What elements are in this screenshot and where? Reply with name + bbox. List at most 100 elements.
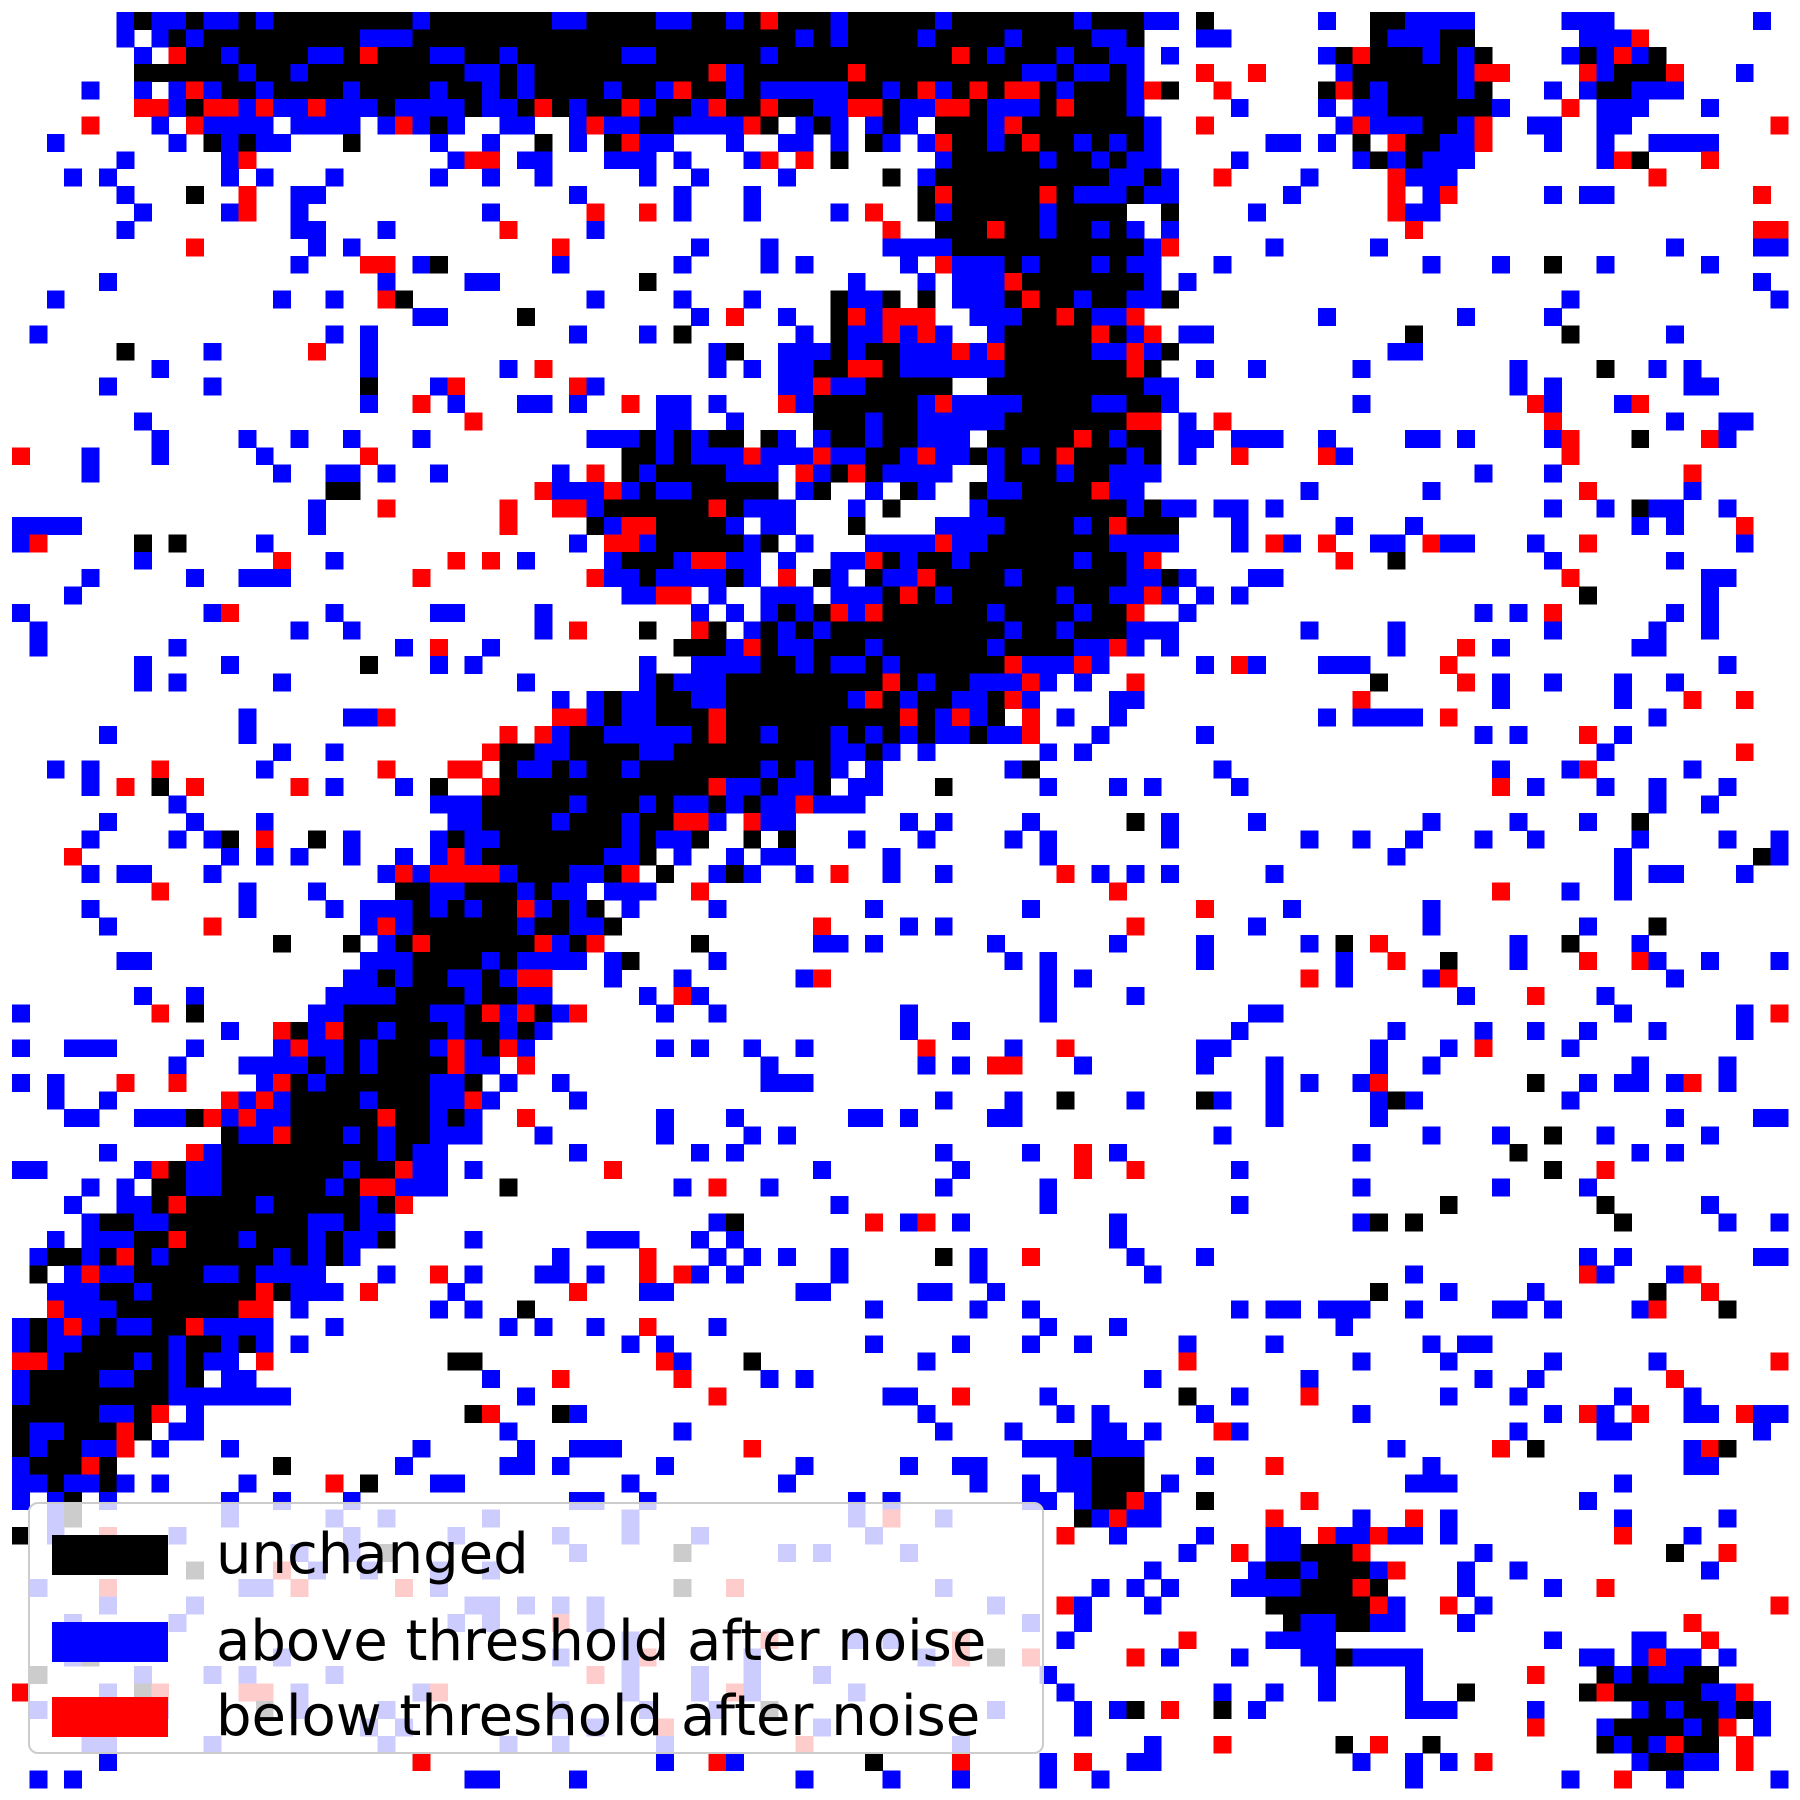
- heatmap-cell-above: [586, 377, 605, 396]
- heatmap-cell-above: [1161, 812, 1180, 831]
- heatmap-cell-below: [29, 534, 48, 553]
- heatmap-cell-unchanged: [499, 760, 518, 779]
- heatmap-cell-unchanged: [830, 429, 849, 448]
- heatmap-cell-above: [186, 1178, 205, 1197]
- heatmap-cell-above: [1143, 1561, 1162, 1580]
- heatmap-cell-unchanged: [516, 29, 535, 48]
- heatmap-cell-below: [638, 516, 657, 535]
- heatmap-cell-above: [830, 447, 849, 466]
- heatmap-cell-above: [342, 987, 361, 1005]
- heatmap-cell-above: [273, 1265, 292, 1284]
- heatmap-cell-above: [1544, 133, 1563, 152]
- heatmap-cell-below: [1526, 395, 1545, 413]
- heatmap-cell-unchanged: [952, 151, 971, 170]
- heatmap-cell-above: [569, 760, 588, 779]
- heatmap-cell-above: [1387, 29, 1406, 48]
- heatmap-cell-unchanged: [1074, 1509, 1093, 1528]
- heatmap-cell-above: [1091, 342, 1110, 361]
- heatmap-cell-above: [273, 133, 292, 152]
- heatmap-cell-above: [1613, 1387, 1632, 1406]
- heatmap-cell-unchanged: [900, 64, 918, 83]
- heatmap-cell-below: [12, 1683, 30, 1702]
- heatmap-cell-unchanged: [673, 691, 692, 709]
- heatmap-cell-unchanged: [1074, 586, 1093, 605]
- heatmap-cell-above: [464, 812, 483, 831]
- heatmap-cell-above: [29, 1248, 48, 1267]
- heatmap-cell-below: [1021, 133, 1040, 152]
- heatmap-cell-below: [743, 812, 762, 831]
- heatmap-cell-above: [830, 569, 849, 588]
- heatmap-cell-above: [952, 429, 971, 448]
- heatmap-cell-above: [882, 464, 901, 483]
- heatmap-cell-above: [778, 360, 797, 379]
- heatmap-cell-unchanged: [325, 1091, 344, 1110]
- heatmap-cell-above: [1161, 1474, 1180, 1493]
- heatmap-cell-unchanged: [151, 64, 170, 83]
- heatmap-cell-unchanged: [1039, 429, 1058, 448]
- heatmap-cell-above: [1213, 1039, 1232, 1058]
- heatmap-cell-unchanged: [534, 778, 553, 797]
- heatmap-cell-above: [882, 743, 901, 762]
- heatmap-cell-above: [1178, 447, 1197, 466]
- heatmap-cell-above: [952, 1213, 971, 1232]
- heatmap-cell-unchanged: [116, 342, 135, 361]
- heatmap-cell-unchanged: [638, 447, 657, 466]
- heatmap-cell-above: [1265, 1544, 1284, 1563]
- heatmap-cell-unchanged: [760, 708, 779, 727]
- heatmap-cell-above: [290, 116, 309, 135]
- heatmap-cell-below: [1579, 760, 1597, 779]
- heatmap-cell-below: [691, 882, 709, 901]
- heatmap-cell-above: [1648, 81, 1667, 100]
- heatmap-cell-unchanged: [917, 656, 936, 675]
- heatmap-cell-above: [12, 1370, 30, 1389]
- heatmap-cell-above: [1422, 151, 1441, 170]
- heatmap-cell-above: [1074, 638, 1093, 657]
- heatmap-cell-above: [1108, 1526, 1127, 1545]
- heatmap-cell-unchanged: [1178, 1387, 1197, 1406]
- heatmap-cell-above: [900, 725, 918, 744]
- heatmap-cell-unchanged: [882, 447, 901, 466]
- heatmap-cell-unchanged: [46, 1404, 65, 1423]
- heatmap-cell-above: [551, 1074, 570, 1093]
- heatmap-cell-above: [1561, 1091, 1580, 1110]
- heatmap-cell-below: [691, 621, 709, 640]
- heatmap-cell-unchanged: [1648, 1753, 1667, 1772]
- heatmap-cell-below: [1631, 952, 1650, 971]
- heatmap-cell-unchanged: [917, 708, 936, 727]
- heatmap-cell-above: [81, 830, 100, 849]
- heatmap-cell-unchanged: [1056, 220, 1075, 239]
- heatmap-cell-above: [1457, 534, 1476, 553]
- heatmap-cell-above: [1126, 464, 1145, 483]
- heatmap-cell-above: [1387, 708, 1406, 727]
- heatmap-cell-above: [743, 186, 762, 205]
- heatmap-cell-unchanged: [969, 116, 988, 135]
- heatmap-cell-above: [1370, 1056, 1389, 1075]
- legend-label-above: above threshold after noise: [216, 1609, 987, 1674]
- heatmap-cell-unchanged: [1021, 151, 1040, 170]
- heatmap-cell-below: [1492, 1439, 1510, 1458]
- heatmap-cell-unchanged: [1666, 1753, 1685, 1772]
- heatmap-cell-below: [812, 447, 831, 466]
- heatmap-cell-unchanged: [1056, 168, 1075, 187]
- heatmap-cell-above: [1126, 220, 1145, 239]
- heatmap-cell-above: [255, 1196, 274, 1214]
- heatmap-cell-unchanged: [865, 342, 884, 361]
- heatmap-cell-unchanged: [1683, 1700, 1702, 1719]
- heatmap-cell-below: [760, 12, 779, 30]
- heatmap-cell-unchanged: [569, 778, 588, 797]
- heatmap-cell-above: [1492, 691, 1510, 709]
- heatmap-cell-above: [447, 1021, 466, 1040]
- heatmap-cell-above: [290, 186, 309, 205]
- heatmap-cell-above: [273, 1108, 292, 1127]
- heatmap-cell-above: [1492, 638, 1510, 657]
- heatmap-cell-above: [534, 1317, 553, 1336]
- heatmap-cell-above: [882, 865, 901, 884]
- heatmap-cell-above: [917, 168, 936, 187]
- heatmap-cell-above: [1248, 656, 1267, 675]
- heatmap-cell-unchanged: [464, 12, 483, 30]
- heatmap-cell-above: [691, 1265, 709, 1284]
- heatmap-cell-above: [1370, 1561, 1389, 1580]
- heatmap-cell-unchanged: [638, 429, 657, 448]
- heatmap-cell-above: [360, 708, 379, 727]
- heatmap-cell-above: [673, 482, 692, 501]
